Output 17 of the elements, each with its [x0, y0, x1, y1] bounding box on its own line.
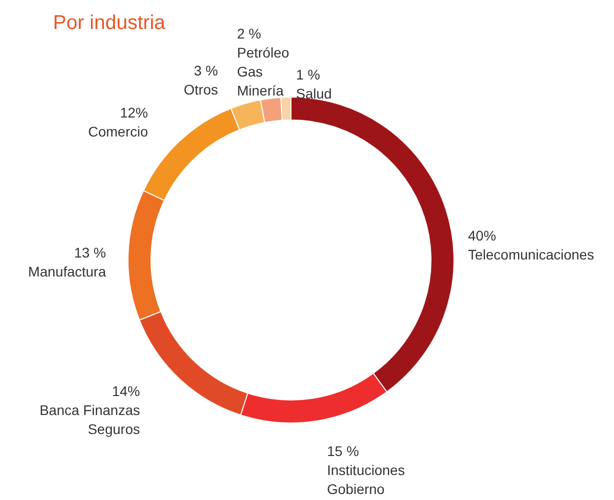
data-label: 1 % — [296, 66, 320, 82]
slice-label: Manufactura — [28, 264, 106, 280]
slice-label: Telecomunicaciones — [468, 246, 594, 262]
slice-label: Salud — [296, 86, 332, 102]
data-label: 15 % — [327, 443, 359, 459]
data-label: 2 % — [237, 26, 262, 42]
data-label: 14% — [112, 383, 140, 399]
data-label: 13 % — [74, 244, 106, 260]
chart-title: Por industria — [53, 12, 166, 34]
slice-label: Comercio — [88, 124, 148, 140]
slice-label: Banca Finanzas Seguros — [40, 402, 140, 437]
slice-label: Petróleo Gas Minería — [237, 44, 290, 98]
slice-label: Otros — [184, 82, 218, 98]
slice-label: Instituciones Gobierno — [327, 462, 405, 497]
data-label: 12% — [120, 104, 148, 120]
data-label: 3 % — [194, 62, 218, 78]
data-label: 40% — [468, 228, 496, 244]
